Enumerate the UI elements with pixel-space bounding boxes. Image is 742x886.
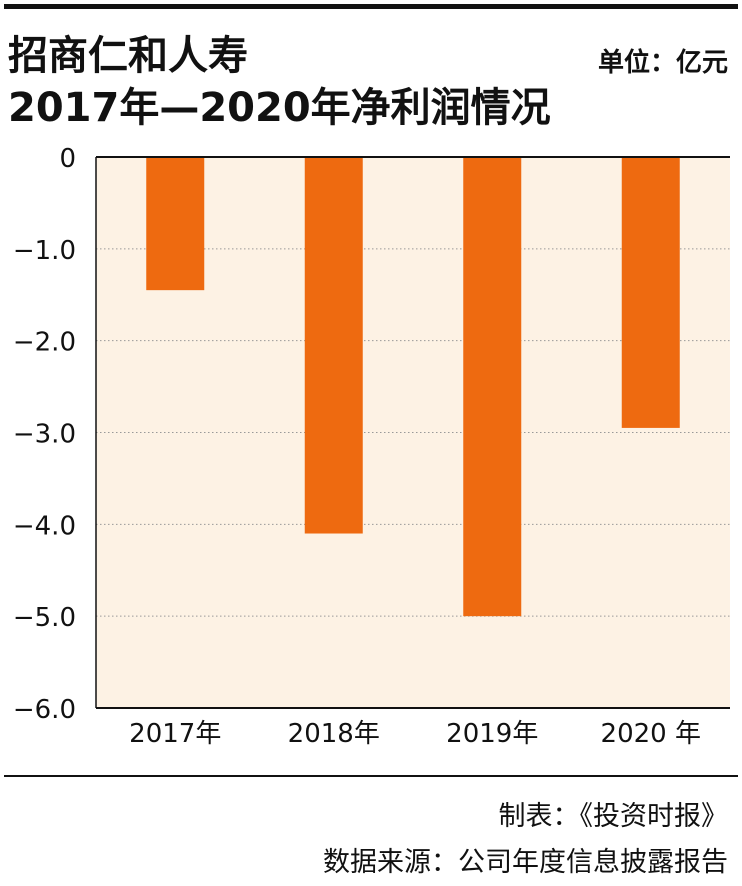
axes [95,156,730,709]
top-rule [4,4,738,9]
chart-title-line1: 招商仁和人寿 [8,33,248,79]
y-tick-label: −4.0 [13,511,76,541]
y-tick-label: 0 [59,144,76,174]
y-tick-label: −2.0 [13,328,76,358]
x-tick-label: 2019年 [446,719,538,749]
unit-label: 单位：亿元 [597,48,728,78]
bottom-rule [4,775,738,777]
chart-title-line2: 2017年—2020年净利润情况 [8,85,551,131]
y-tick-label: −3.0 [13,420,76,450]
y-tick-labels: 0 −1.0 −2.0 −3.0 −4.0 −5.0 −6.0 [13,144,76,725]
x-tick-label: 2020 年 [601,719,701,749]
x-tick-label: 2017年 [129,719,221,749]
credit-line: 制表：《投资时报》 [498,801,729,832]
y-tick-label: −1.0 [13,236,76,266]
bar-chart: 0 −1.0 −2.0 −3.0 −4.0 −5.0 −6.0 2017年 2018年 2019… [13,144,730,749]
y-tick-label: −5.0 [13,603,76,633]
bar [304,157,363,534]
bar [146,157,205,291]
y-tick-label: −6.0 [13,695,76,725]
bar [463,157,522,617]
bar [621,157,680,428]
x-tick-label: 2018年 [288,719,380,749]
source-line: 数据来源：公司年度信息披露报告 [323,847,728,878]
bars [146,157,680,617]
x-tick-labels: 2017年 2018年 2019年 2020 年 [129,719,701,749]
